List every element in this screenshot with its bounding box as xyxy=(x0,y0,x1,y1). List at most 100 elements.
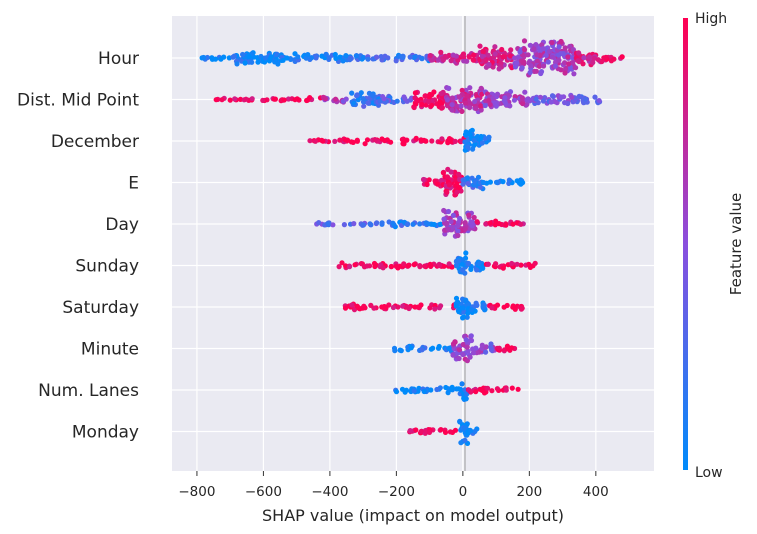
shap-point xyxy=(455,222,461,229)
shap-point xyxy=(435,181,441,187)
shap-point xyxy=(397,347,403,353)
shap-point xyxy=(532,260,538,266)
shap-point xyxy=(383,304,389,311)
shap-point xyxy=(371,260,378,267)
shap-point xyxy=(527,69,533,76)
shap-point xyxy=(319,137,325,143)
shap-point xyxy=(501,304,507,310)
x-tick-label: 400 xyxy=(583,484,609,500)
shap-point xyxy=(358,261,364,267)
shap-point xyxy=(219,97,225,103)
shap-point xyxy=(541,63,547,69)
shap-point xyxy=(325,221,331,227)
shap-point xyxy=(480,49,486,55)
shap-point xyxy=(231,53,237,59)
shap-point xyxy=(316,220,322,226)
shap-point xyxy=(460,305,466,311)
shap-point xyxy=(483,221,489,227)
colorbar-low-label: Low xyxy=(695,465,723,481)
shap-point xyxy=(479,140,485,146)
shap-point xyxy=(427,53,433,59)
shap-point xyxy=(479,53,485,60)
feature-label: Dist. Mid Point xyxy=(17,91,139,111)
shap-point xyxy=(336,264,342,270)
shap-point xyxy=(281,97,287,103)
shap-point xyxy=(446,85,452,91)
shap-point xyxy=(412,90,418,96)
shap-point xyxy=(438,49,444,56)
shap-point xyxy=(441,216,447,222)
shap-point xyxy=(467,105,473,111)
shap-point xyxy=(432,306,438,312)
shap-point xyxy=(526,261,532,267)
shap-point xyxy=(527,98,533,104)
shap-point xyxy=(456,309,462,315)
shap-point xyxy=(486,134,492,140)
shap-point xyxy=(509,385,515,391)
shap-point xyxy=(440,170,446,176)
shap-point xyxy=(444,220,450,226)
shap-point xyxy=(415,304,421,310)
shap-point xyxy=(460,181,466,187)
shap-point xyxy=(467,132,473,138)
shap-point xyxy=(470,350,477,356)
shap-point xyxy=(452,339,458,345)
shap-point xyxy=(482,136,488,142)
shap-point xyxy=(427,305,433,311)
shap-point xyxy=(469,127,475,133)
shap-point xyxy=(438,303,444,309)
shap-point xyxy=(549,93,556,99)
shap-point xyxy=(452,138,458,144)
shap-point xyxy=(379,220,385,226)
shap-point xyxy=(201,54,207,61)
shap-point xyxy=(426,94,432,100)
shap-point xyxy=(354,93,360,99)
shap-point xyxy=(581,55,587,61)
shap-point xyxy=(456,258,462,264)
shap-point xyxy=(540,46,546,52)
shap-point xyxy=(394,98,400,104)
shap-point xyxy=(534,52,540,58)
shap-point xyxy=(524,101,530,107)
shap-point xyxy=(408,345,414,351)
shap-point xyxy=(417,264,423,270)
shap-point xyxy=(221,54,227,60)
shap-point xyxy=(404,137,410,143)
shap-point xyxy=(439,136,445,142)
shap-point xyxy=(508,47,514,53)
shap-point xyxy=(420,176,427,183)
shap-point xyxy=(445,208,452,215)
shap-point xyxy=(372,137,378,143)
shap-point xyxy=(462,437,468,443)
shap-point xyxy=(262,55,268,61)
shap-point xyxy=(519,95,525,101)
shap-point xyxy=(459,267,465,273)
shap-point xyxy=(364,137,371,143)
shap-point xyxy=(462,220,468,226)
shap-point xyxy=(460,341,466,348)
shap-point xyxy=(489,388,495,394)
shap-point xyxy=(540,98,547,104)
shap-point xyxy=(463,250,469,256)
shap-point xyxy=(464,391,470,397)
shap-point xyxy=(474,219,480,225)
shap-point xyxy=(459,108,465,114)
shap-point xyxy=(518,262,524,268)
shap-point xyxy=(465,144,471,150)
shap-point xyxy=(496,66,502,72)
shap-point xyxy=(477,43,483,49)
shap-point xyxy=(354,303,360,309)
shap-point xyxy=(374,54,380,60)
shap-point xyxy=(458,440,464,446)
shap-point xyxy=(558,38,564,45)
shap-point xyxy=(448,219,454,225)
shap-point xyxy=(533,68,540,74)
shap-point xyxy=(511,97,517,103)
shap-point xyxy=(491,100,498,106)
shap-point xyxy=(249,96,255,102)
shap-point xyxy=(471,52,477,58)
shap-point xyxy=(360,96,366,102)
shap-point xyxy=(473,345,479,351)
shap-point xyxy=(449,107,455,113)
